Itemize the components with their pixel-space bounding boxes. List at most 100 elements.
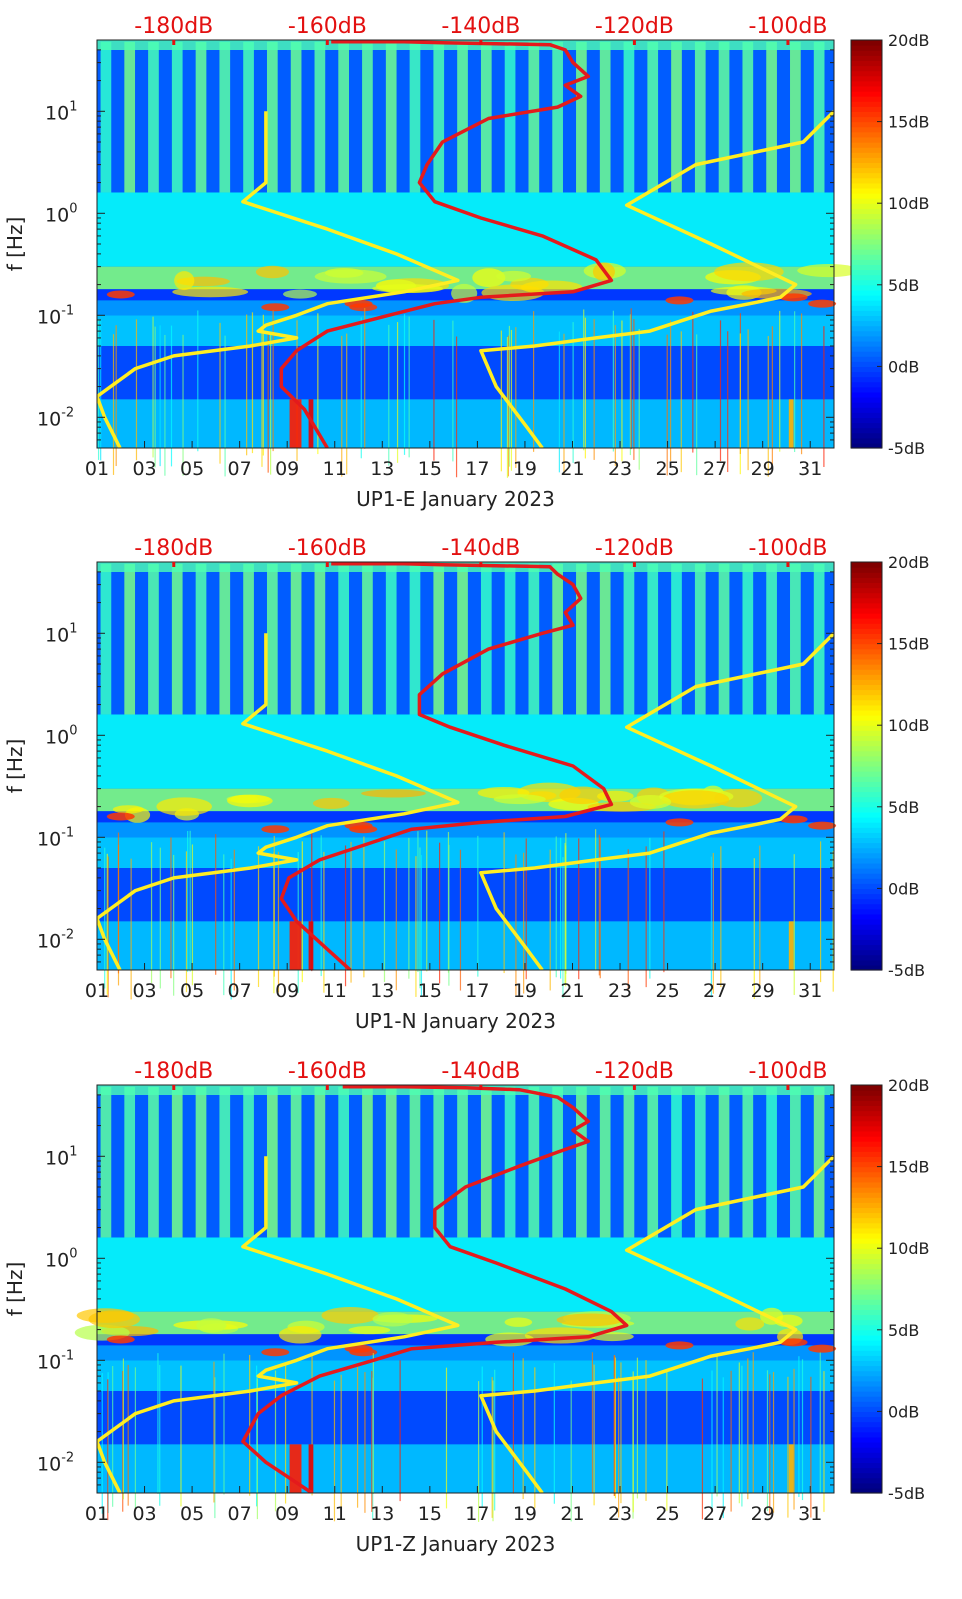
daily-noise-stripe (671, 1086, 682, 1238)
y-tick-label: 10-2 (37, 1450, 74, 1475)
daily-noise-stripe (385, 41, 397, 193)
transient-streak (372, 1353, 374, 1494)
colorbar-segment (851, 862, 882, 869)
energy-hotspot (808, 1344, 837, 1353)
colorbar-segment (851, 75, 882, 82)
microseism-blob (556, 1313, 624, 1327)
colorbar-segment (851, 628, 882, 634)
transient-streak (593, 1364, 595, 1506)
transient-streak (261, 326, 263, 467)
transient-streak (257, 846, 260, 988)
colorbar-segment (851, 121, 882, 128)
colorbar-segment (851, 1365, 882, 1372)
daily-noise-stripe (219, 1086, 231, 1238)
colorbar-segment (851, 847, 882, 854)
colorbar-segment (851, 633, 882, 640)
colorbar-frame (850, 39, 883, 449)
transient-streak (130, 858, 132, 1000)
transient-streak (388, 324, 390, 466)
daily-noise-stripe (362, 563, 373, 715)
colorbar-segment (851, 1447, 882, 1453)
microseism-blob (255, 265, 290, 279)
energy-hotspot (779, 1338, 808, 1347)
transient-streak (433, 319, 435, 461)
transient-streak (730, 1370, 732, 1512)
top-db-label: -160dB (288, 536, 367, 561)
transient-streak (112, 1366, 114, 1507)
colorbar-segment (851, 1243, 882, 1249)
daily-noise-stripe (694, 41, 706, 193)
microseism-blob (156, 797, 212, 816)
daily-noise-stripe (171, 563, 183, 715)
colorbar-segment (851, 924, 882, 930)
colorbar-segment (851, 1462, 882, 1469)
transient-streak (134, 1367, 137, 1509)
microseism-blob (504, 1317, 533, 1327)
colorbar-segment (851, 65, 882, 72)
high-noise-model-curve (479, 1155, 834, 1493)
colorbar-segment (851, 658, 882, 665)
transient-streak (565, 833, 567, 974)
panel-up1-z: 01 03 05 07 09 11 13 15 17 19 21 23 25 27 29 31 UP1-Z Ja… (3, 1059, 930, 1556)
colorbar-segment (851, 1253, 882, 1259)
colorbar-segment (851, 1207, 882, 1214)
colorbar-segment (851, 1391, 882, 1397)
microseism-blob (493, 794, 546, 805)
daily-noise-stripe (243, 41, 254, 193)
x-tick-label: 05 (180, 980, 204, 1002)
daily-noise-stripe (599, 1086, 611, 1238)
transient-streak (170, 325, 173, 467)
energy-hotspot (665, 1341, 694, 1350)
daily-noise-stripe (623, 41, 635, 193)
daily-noise-stripe (576, 563, 587, 715)
daily-noise-stripe (219, 563, 231, 715)
colorbar-segment (851, 832, 882, 838)
colorbar-segment (851, 1319, 882, 1326)
microseism-blob (278, 1326, 322, 1344)
transient-streak (810, 1376, 812, 1518)
colorbar-segment (851, 1130, 882, 1137)
daily-noise-stripe (766, 1086, 777, 1238)
x-tick-label: 31 (798, 458, 822, 480)
colorbar-label: 20dB (888, 31, 930, 50)
colorbar-segment (851, 939, 882, 946)
colorbar-segment (851, 781, 882, 787)
y-tick-label: 100 (45, 1246, 77, 1271)
colorbar-segment (851, 315, 882, 322)
transient-streak (100, 319, 102, 461)
transient-streak (445, 1367, 448, 1509)
microseism-blob (735, 1317, 765, 1331)
microseism-blob (597, 790, 634, 802)
transient-streak (819, 841, 822, 983)
transient-streak (800, 313, 803, 455)
transient-streak (371, 1371, 373, 1512)
colorbar-label: 15dB (888, 635, 930, 654)
colorbar-segment (851, 1232, 882, 1239)
x-tick-label: 25 (655, 458, 679, 480)
y-tick-label: 101 (45, 621, 77, 646)
microseism-blob (375, 279, 417, 293)
colorbar-segment (851, 613, 882, 619)
colorbar-segment (851, 1355, 882, 1361)
transient-streak (104, 847, 106, 989)
colorbar-segment (851, 126, 882, 133)
colorbar-segment (851, 1115, 882, 1122)
transient-streak (507, 335, 509, 477)
transient-streak (510, 329, 513, 471)
transient-streak (346, 333, 348, 475)
transient-streak (363, 836, 365, 978)
colorbar-segment (851, 720, 882, 726)
colorbar-segment (851, 760, 882, 767)
x-tick-label: 31 (798, 980, 822, 1002)
microseism-blob (283, 289, 317, 299)
daily-noise-stripe (457, 1086, 468, 1238)
colorbar-segment (851, 1268, 882, 1275)
spectrogram-image (74, 1085, 837, 1522)
microseism-blob (797, 264, 861, 278)
transient-streak (584, 317, 586, 459)
colorbar-segment (851, 106, 882, 112)
transient-streak (230, 858, 232, 1000)
colorbar-segment (851, 873, 882, 879)
transient-streak (170, 837, 172, 979)
colorbar-segment (851, 1396, 882, 1402)
